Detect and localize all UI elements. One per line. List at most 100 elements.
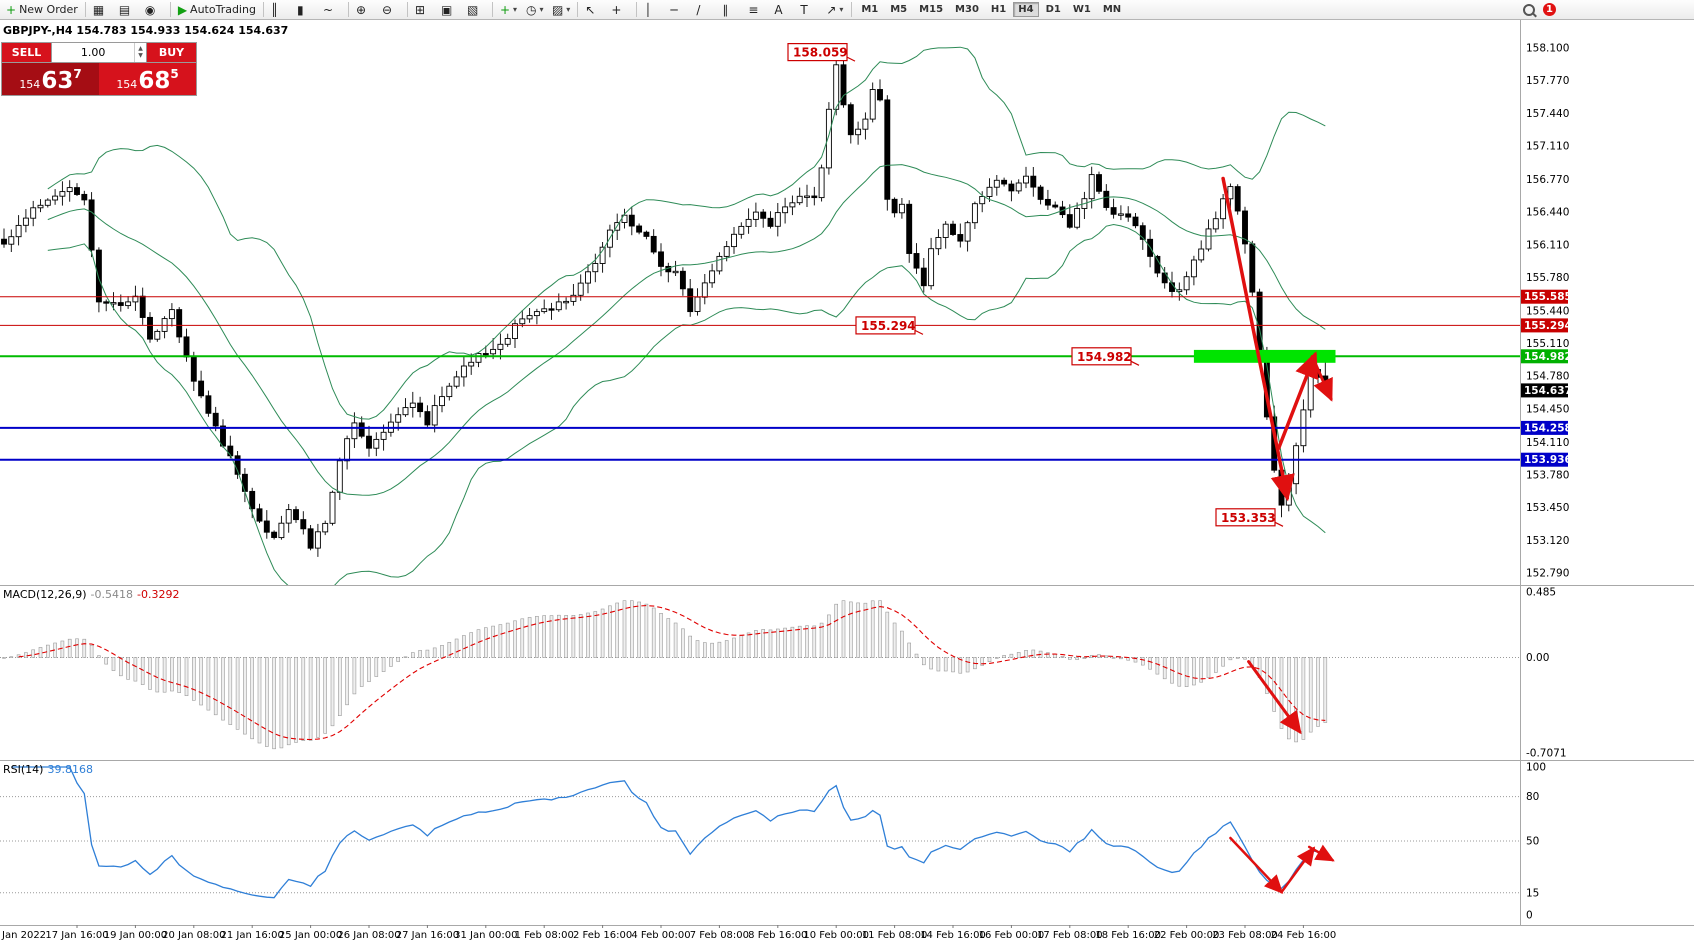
- trend-arrows[interactable]: [1221, 176, 1335, 894]
- macd-panel[interactable]: [0, 600, 1520, 750]
- timeframe-mn[interactable]: MN: [1102, 4, 1122, 15]
- svg-text:153.780: 153.780: [1526, 470, 1569, 482]
- crosshair-button[interactable]: +: [607, 0, 633, 19]
- macd-value: -0.5418: [90, 588, 134, 601]
- volume-spinner[interactable]: ▲ ▼: [134, 43, 146, 62]
- templates-icon: ▨: [551, 2, 564, 17]
- tile-windows-button[interactable]: ⊞: [411, 0, 437, 19]
- svg-text:Jan 2022: Jan 2022: [1, 930, 46, 941]
- price-panel[interactable]: [0, 46, 1520, 604]
- svg-text:19 Jan 00:00: 19 Jan 00:00: [104, 930, 167, 941]
- trendline-icon: /: [696, 2, 701, 17]
- new-order-button[interactable]: + New Order: [2, 0, 82, 19]
- candlestick-mode-button[interactable]: ▮: [293, 0, 319, 19]
- rsi-value: 39.8168: [47, 763, 93, 776]
- new-chart-button[interactable]: ▦: [89, 0, 115, 19]
- svg-text:155.294: 155.294: [861, 319, 916, 333]
- svg-text:21 Jan 16:00: 21 Jan 16:00: [221, 930, 284, 941]
- price-callout: [1215, 508, 1276, 527]
- candles-layer: [1, 52, 1329, 557]
- macd-signal-line: [18, 605, 1326, 741]
- timeframe-m1[interactable]: M1: [861, 4, 879, 15]
- svg-text:18 Feb 16:00: 18 Feb 16:00: [1095, 930, 1161, 941]
- spinner-down-icon[interactable]: ▼: [138, 51, 143, 59]
- notification-badge[interactable]: 1: [1543, 3, 1556, 16]
- svg-text:158.100: 158.100: [1526, 43, 1569, 55]
- new-order-icon: +: [6, 2, 17, 17]
- autotrading-button[interactable]: ▶ AutoTrading: [174, 0, 260, 19]
- volume-input[interactable]: [52, 43, 135, 62]
- macd-name: MACD(12,26,9): [3, 588, 87, 601]
- chevron-down-icon: ▾: [539, 5, 544, 14]
- svg-text:157.110: 157.110: [1526, 140, 1569, 152]
- price-badge: [1521, 383, 1568, 398]
- equidistant-channel-icon: ∥: [722, 2, 729, 17]
- timeframe-m5[interactable]: M5: [890, 4, 908, 15]
- trend-arrow: [1247, 660, 1302, 735]
- spinner-up-icon[interactable]: ▲: [138, 44, 143, 52]
- price-badge: [1521, 289, 1568, 304]
- templates-button[interactable]: ▨ ▾: [548, 0, 574, 19]
- arrange-windows-button[interactable]: ▧: [463, 0, 489, 19]
- vertical-line-button[interactable]: │: [640, 0, 666, 19]
- svg-text:156.440: 156.440: [1526, 207, 1569, 219]
- timeframe-w1[interactable]: W1: [1072, 4, 1091, 15]
- toolbar-separator: [347, 2, 349, 17]
- chart-window[interactable]: 158.059 155.294 154.982 153.353 158.100 157.7…: [0, 20, 1694, 944]
- timeframe-m30[interactable]: M30: [955, 4, 979, 15]
- equidistant-channel-button[interactable]: ∥: [718, 0, 744, 19]
- periods-button[interactable]: ◷ ▾: [522, 0, 548, 19]
- bar-chart-mode-icon: ║: [270, 2, 279, 17]
- svg-text:154.982: 154.982: [1524, 351, 1572, 363]
- timeframe-d1[interactable]: D1: [1045, 4, 1061, 15]
- indicators-button[interactable]: + ▾: [496, 0, 522, 19]
- trendline-button[interactable]: /: [692, 0, 718, 19]
- price-axis[interactable]: 158.100 157.770 157.440 157.110 156.770 156.4…: [1521, 43, 1572, 922]
- timeframe-h4[interactable]: H4: [1013, 2, 1039, 17]
- zoom-in-button[interactable]: ⊕: [352, 0, 378, 19]
- profiles-button[interactable]: ▤: [115, 0, 141, 19]
- arrows-tool-button[interactable]: ↗ ▾: [822, 0, 848, 19]
- svg-text:153.936: 153.936: [1524, 454, 1572, 466]
- text-button[interactable]: A: [770, 0, 796, 19]
- svg-text:157.440: 157.440: [1526, 108, 1569, 120]
- cursor-button[interactable]: ↖: [581, 0, 607, 19]
- arrange-windows-icon: ▧: [466, 2, 479, 17]
- svg-text:2 Feb 16:00: 2 Feb 16:00: [573, 930, 632, 941]
- text-label-button[interactable]: T: [796, 0, 822, 19]
- svg-text:4 Feb 00:00: 4 Feb 00:00: [631, 930, 690, 941]
- svg-text:27 Jan 16:00: 27 Jan 16:00: [396, 930, 459, 941]
- chart-canvas[interactable]: 158.059 155.294 154.982 153.353 158.100 157.7…: [0, 20, 1694, 944]
- sell-button[interactable]: SELL: [2, 43, 51, 62]
- buy-price[interactable]: 154 68 5: [99, 63, 196, 95]
- search-icon[interactable]: [1523, 3, 1535, 16]
- toolbar-separator: [851, 2, 853, 17]
- svg-text:25 Jan 00:00: 25 Jan 00:00: [279, 930, 342, 941]
- buy-button[interactable]: BUY: [147, 43, 196, 62]
- chevron-down-icon: ▾: [513, 5, 518, 14]
- horizontal-lines[interactable]: [0, 296, 1520, 461]
- timeframe-h1[interactable]: H1: [990, 4, 1007, 15]
- svg-text:26 Jan 08:00: 26 Jan 08:00: [337, 930, 400, 941]
- sell-price[interactable]: 154 63 7: [2, 63, 99, 95]
- timeframe-m15[interactable]: M15: [919, 4, 944, 15]
- toolbar-separator: [84, 2, 86, 17]
- fibonacci-retracement-icon: ≡: [748, 2, 759, 17]
- fibonacci-retracement-button[interactable]: ≡: [744, 0, 770, 19]
- price-badge: [1521, 420, 1568, 435]
- horizontal-line-button[interactable]: ─: [666, 0, 692, 19]
- toolbar: + New Order ▦ ▤ ◉ ▶ AutoTrading ║ ▮ ~ ⊕ ⊖ ⊞ ▣ ▧ + ▾ ◷ ▾ ▨ ▾ ↖…: [0, 0, 1694, 20]
- price-callouts[interactable]: 158.059 155.294 154.982 153.353: [787, 43, 1284, 527]
- volume-box: ▲▼: [51, 43, 147, 62]
- sound-alerts-button[interactable]: ◉: [141, 0, 167, 19]
- cascade-windows-button[interactable]: ▣: [437, 0, 463, 19]
- bar-chart-mode-button[interactable]: ║: [267, 0, 293, 19]
- trend-arrow: [1310, 355, 1333, 402]
- line-chart-mode-button[interactable]: ~: [319, 0, 345, 19]
- zoom-out-button[interactable]: ⊖: [378, 0, 404, 19]
- autotrading-icon: ▶: [177, 2, 188, 17]
- buy-price-prefix: 154: [116, 78, 138, 91]
- trend-arrow: [1307, 844, 1335, 862]
- svg-text:24 Feb 16:00: 24 Feb 16:00: [1271, 930, 1337, 941]
